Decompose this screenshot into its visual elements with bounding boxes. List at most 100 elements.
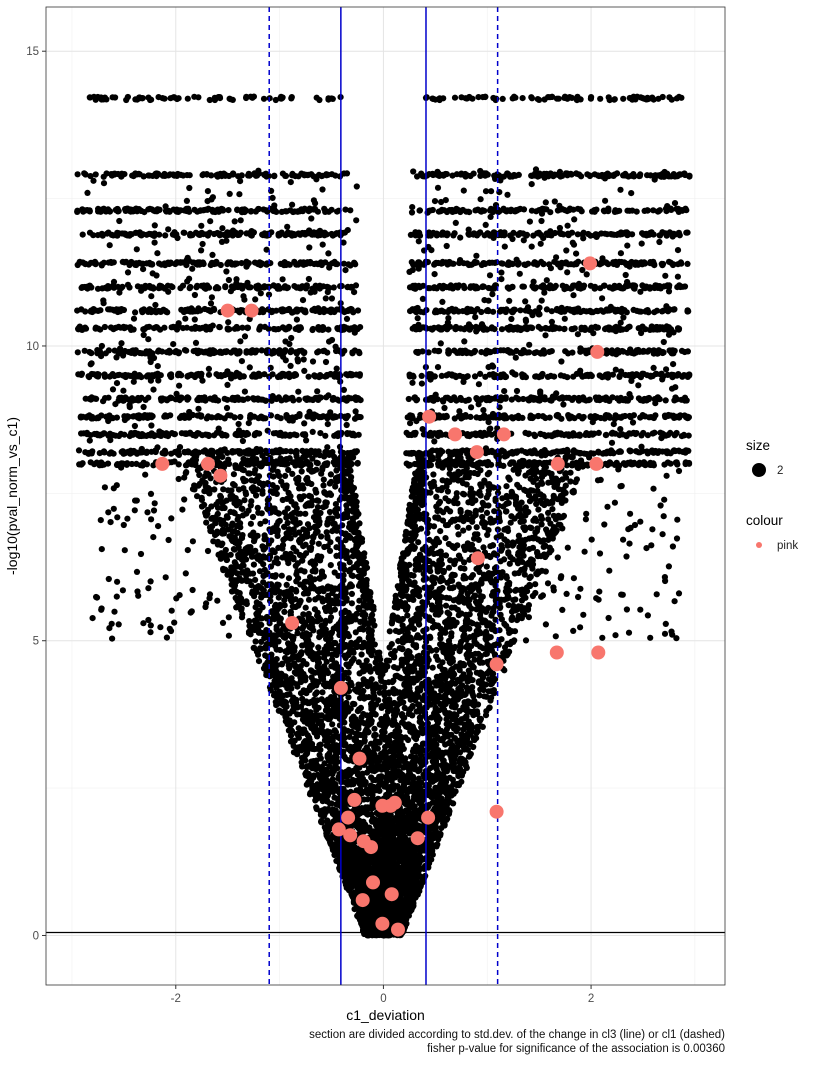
data-point bbox=[328, 645, 334, 651]
data-point bbox=[513, 587, 519, 593]
data-point bbox=[377, 684, 383, 690]
data-point bbox=[232, 482, 238, 488]
data-point bbox=[409, 761, 415, 767]
data-point bbox=[215, 511, 221, 517]
data-point bbox=[481, 687, 487, 693]
data-point bbox=[314, 689, 320, 695]
data-point bbox=[349, 591, 355, 597]
data-point bbox=[484, 564, 490, 570]
data-point bbox=[321, 477, 327, 483]
data-point bbox=[319, 696, 325, 702]
data-point bbox=[228, 487, 234, 493]
data-point bbox=[520, 524, 526, 530]
data-point bbox=[324, 535, 330, 541]
data-point bbox=[300, 617, 306, 623]
data-point bbox=[395, 583, 401, 589]
data-point bbox=[433, 494, 439, 500]
data-point bbox=[401, 576, 407, 582]
data-point bbox=[303, 605, 309, 611]
data-point bbox=[237, 594, 243, 600]
data-point bbox=[252, 577, 258, 583]
data-point bbox=[371, 726, 377, 732]
data-point bbox=[519, 500, 525, 506]
data-point bbox=[529, 566, 535, 572]
data-point bbox=[506, 595, 512, 601]
data-point bbox=[446, 611, 452, 617]
data-point bbox=[261, 536, 267, 542]
data-point bbox=[400, 826, 406, 832]
data-point bbox=[319, 689, 325, 695]
data-point bbox=[415, 862, 421, 868]
data-point bbox=[525, 561, 531, 567]
data-point bbox=[483, 712, 489, 718]
data-point bbox=[430, 665, 436, 671]
data-point bbox=[517, 511, 523, 517]
data-point bbox=[505, 475, 511, 481]
data-point bbox=[478, 507, 484, 513]
data-point bbox=[297, 552, 303, 558]
data-point bbox=[333, 467, 339, 473]
data-point bbox=[382, 737, 388, 743]
data-point bbox=[330, 776, 336, 782]
data-point bbox=[228, 576, 234, 582]
data-point bbox=[256, 658, 262, 664]
data-point bbox=[471, 536, 477, 542]
data-point bbox=[422, 644, 428, 650]
data-point bbox=[438, 687, 444, 693]
data-point bbox=[199, 495, 205, 501]
data-point bbox=[461, 706, 467, 712]
data-point bbox=[430, 471, 436, 477]
data-point bbox=[371, 693, 377, 699]
data-point bbox=[235, 514, 241, 520]
data-point bbox=[253, 492, 259, 498]
data-point bbox=[480, 500, 486, 506]
data-point bbox=[528, 574, 534, 580]
data-point bbox=[508, 513, 514, 519]
data-point bbox=[442, 535, 448, 541]
data-point bbox=[239, 614, 245, 620]
data-point bbox=[288, 610, 294, 616]
data-point bbox=[332, 640, 338, 646]
data-point bbox=[240, 476, 246, 482]
data-point bbox=[435, 657, 441, 663]
data-point bbox=[406, 663, 412, 669]
data-point bbox=[342, 609, 348, 615]
data-point bbox=[436, 784, 442, 790]
data-point bbox=[474, 724, 480, 730]
data-point bbox=[251, 645, 257, 651]
data-point bbox=[302, 511, 308, 517]
data-point bbox=[349, 583, 355, 589]
data-point bbox=[203, 520, 209, 526]
data-point bbox=[430, 800, 436, 806]
data-point bbox=[320, 482, 326, 488]
data-point bbox=[313, 530, 319, 536]
data-point bbox=[315, 504, 321, 510]
data-point bbox=[347, 745, 353, 751]
data-point bbox=[298, 704, 304, 710]
data-point bbox=[413, 676, 419, 682]
data-point bbox=[411, 626, 417, 632]
data-point bbox=[317, 510, 323, 516]
data-point bbox=[460, 575, 466, 581]
data-point bbox=[549, 471, 555, 477]
data-point bbox=[445, 672, 451, 678]
data-point bbox=[292, 531, 298, 537]
data-point bbox=[403, 586, 409, 592]
data-point bbox=[325, 752, 331, 758]
data-point bbox=[521, 518, 527, 524]
data-point bbox=[316, 541, 322, 547]
data-point bbox=[327, 839, 333, 845]
data-point bbox=[254, 599, 260, 605]
data-point bbox=[255, 652, 261, 658]
data-point bbox=[442, 800, 448, 806]
data-point bbox=[473, 730, 479, 736]
data-point bbox=[512, 596, 518, 602]
data-point bbox=[300, 611, 306, 617]
data-point bbox=[480, 594, 486, 600]
data-point bbox=[437, 528, 443, 534]
data-point bbox=[437, 631, 443, 637]
data-point bbox=[312, 487, 318, 493]
data-point bbox=[282, 655, 288, 661]
data-point bbox=[385, 760, 391, 766]
data-point bbox=[251, 562, 257, 568]
